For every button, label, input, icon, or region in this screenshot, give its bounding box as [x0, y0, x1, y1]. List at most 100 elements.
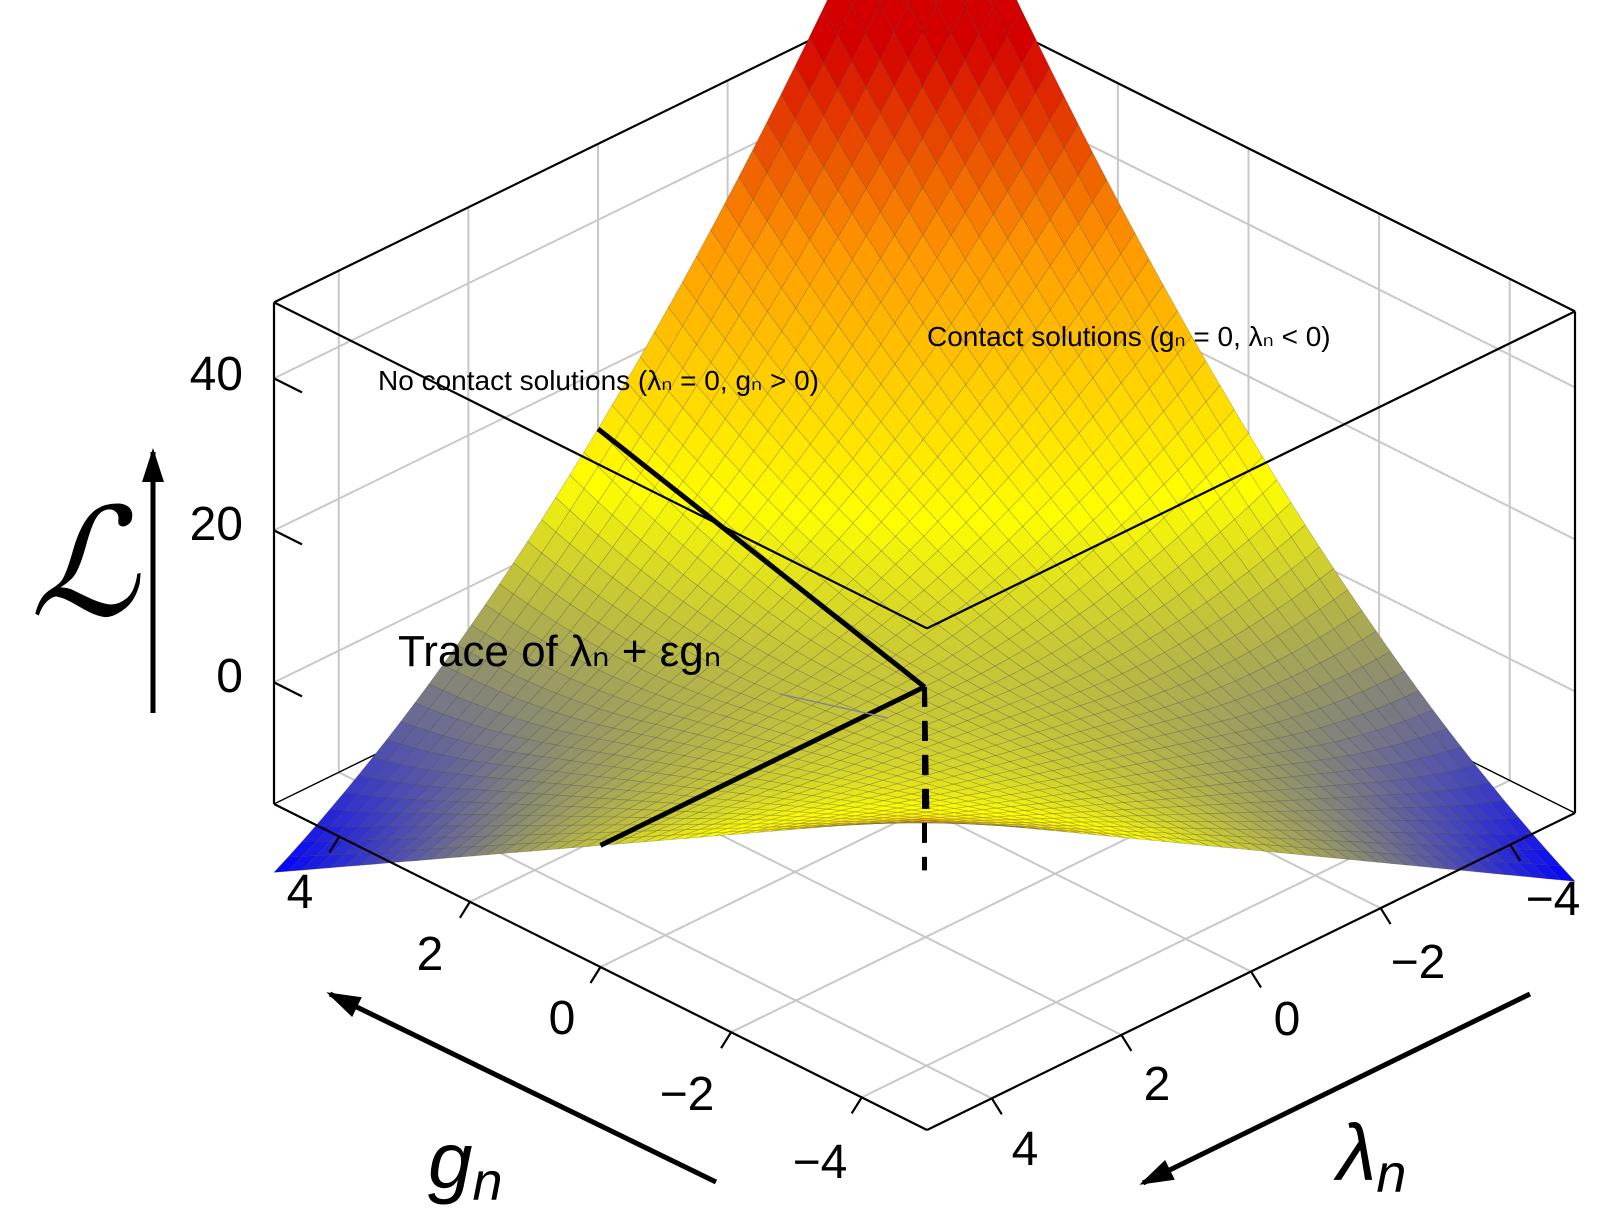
surface-patch	[755, 803, 785, 811]
surface-patch	[1447, 857, 1478, 873]
surface-patch	[1051, 681, 1081, 698]
surface-patch	[613, 790, 644, 801]
surface-patch	[867, 719, 898, 733]
surface-patch	[1053, 817, 1082, 823]
surface-patch	[669, 717, 700, 732]
surface-patch	[938, 687, 968, 702]
surface-patch	[400, 726, 430, 749]
surface-patch	[866, 521, 896, 552]
surface-patch	[798, 823, 828, 827]
surface-patch	[824, 508, 854, 540]
leader-line	[779, 693, 889, 719]
surface-patch	[569, 613, 600, 640]
surface-patch	[1024, 789, 1053, 798]
surface-patch	[429, 847, 460, 860]
surface-patch	[555, 603, 585, 632]
surface-patch	[569, 488, 599, 524]
surface-patch	[908, 279, 938, 324]
surface-patch	[841, 818, 870, 822]
surface-patch	[767, 371, 797, 412]
surface-patch	[866, 343, 896, 385]
surface-patch	[640, 551, 670, 582]
surface-patch	[810, 524, 840, 555]
surface-patch	[639, 331, 669, 375]
surface-patch	[1263, 820, 1294, 831]
annotation-contact: Contact solutions (gₙ = 0, λₙ < 0)	[927, 321, 1331, 352]
surface-patch	[556, 732, 586, 748]
surface-patch	[895, 731, 926, 743]
surface-patch	[869, 814, 898, 819]
surface-patch	[799, 826, 828, 830]
surface-patch	[343, 774, 374, 795]
surface-patch	[1122, 774, 1153, 785]
surface-patch	[1108, 794, 1139, 803]
gn-tick-label: 0	[549, 992, 576, 1045]
surface-patch	[654, 500, 684, 534]
surface-patch	[1206, 760, 1237, 774]
surface-patch	[978, 6, 1008, 63]
surface-patch	[838, 422, 868, 460]
surface-patch	[924, 762, 955, 773]
surface-patch	[811, 783, 842, 792]
surface-patch	[625, 397, 655, 438]
surface-patch	[669, 730, 700, 745]
surface-patch	[840, 801, 870, 808]
surface-patch	[742, 829, 771, 834]
surface-patch	[640, 373, 670, 415]
surface-patch	[1362, 808, 1393, 822]
z-tick	[273, 377, 303, 394]
surface-patch	[924, 779, 955, 788]
surface-patch	[1390, 778, 1421, 795]
surface-patch	[837, 164, 867, 214]
surface-patch	[685, 832, 715, 839]
surface-patch	[400, 825, 431, 840]
surface-patch	[541, 647, 571, 673]
surface-patch	[825, 769, 856, 779]
surface-patch	[724, 315, 754, 359]
surface-patch	[499, 803, 530, 816]
surface-patch	[470, 633, 501, 662]
surface-patch	[877, 0, 883, 6]
z-tick	[273, 681, 303, 698]
surface-patch	[952, 753, 983, 765]
surface-patch	[879, 137, 909, 189]
annotation-no-contact: No contact solutions (λₙ = 0, gₙ > 0)	[378, 365, 819, 396]
surface-patch	[989, 0, 998, 8]
surface-patch	[710, 455, 740, 491]
surface-patch	[795, 368, 825, 409]
surface-patch	[457, 801, 488, 815]
surface-patch	[710, 203, 740, 252]
surface-patch	[541, 593, 571, 623]
surface-patch	[1503, 833, 1534, 851]
surface-patch	[668, 514, 698, 547]
surface-patch	[1194, 821, 1223, 830]
surface-patch	[823, 236, 853, 284]
annotation-trace: Trace of λₙ + εgₙ	[398, 627, 721, 676]
surface-patch	[853, 776, 885, 786]
surface-patch	[654, 532, 684, 565]
surface-patch	[499, 779, 530, 793]
lambda-tick	[1509, 844, 1522, 862]
surface-patch	[696, 401, 726, 441]
surface-patch	[640, 675, 671, 695]
surface-patch	[725, 720, 756, 734]
surface-patch	[968, 823, 998, 826]
surface-patch	[699, 798, 729, 807]
surface-patch	[400, 837, 431, 852]
surface-patch	[414, 825, 445, 839]
surface-patch	[1052, 806, 1082, 814]
surface-patch	[513, 573, 543, 605]
surface-patch	[682, 423, 712, 462]
surface-patch	[570, 639, 600, 664]
surface-patch	[1334, 830, 1365, 843]
surface-patch	[795, 142, 825, 193]
surface-patch	[513, 681, 543, 704]
surface-patch	[726, 785, 757, 795]
lambda-axis-arrow	[1141, 991, 1532, 1186]
lambda-tick-label: 2	[1144, 1058, 1171, 1111]
surface-patch	[738, 148, 768, 200]
surface-patch	[1432, 819, 1463, 835]
surface-patch	[838, 458, 868, 493]
gn-tick	[458, 901, 471, 919]
